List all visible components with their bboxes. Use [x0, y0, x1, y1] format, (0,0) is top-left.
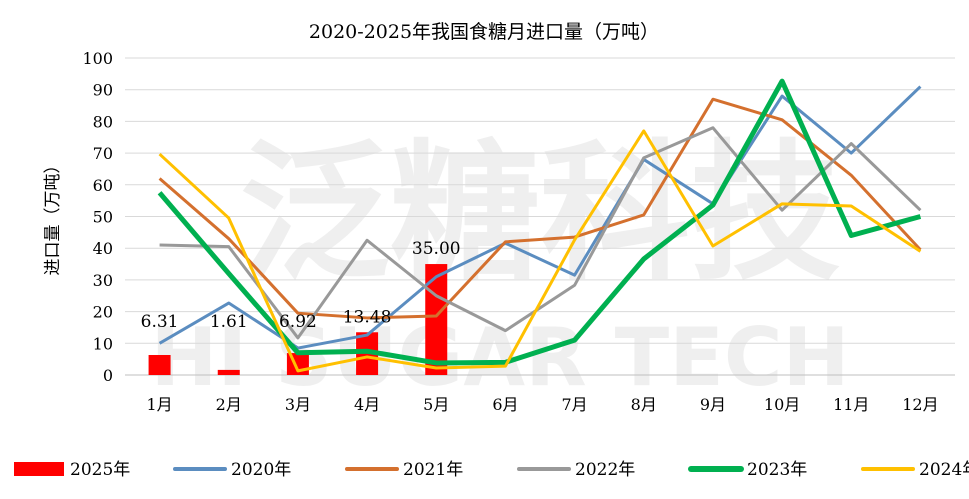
x-tick-label: 11月	[833, 395, 869, 414]
legend-swatch	[14, 462, 64, 476]
legend-label: 2022年	[575, 460, 635, 480]
legend-item: 2022年	[517, 460, 635, 480]
x-tick-label: 1月	[146, 395, 172, 414]
y-tick-label: 60	[93, 176, 113, 195]
bar	[148, 354, 171, 375]
watermark-en: HI SUGAR TECH	[150, 311, 849, 404]
legend-label: 2025年	[70, 460, 130, 480]
bar	[217, 369, 240, 375]
y-tick-label: 10	[93, 334, 113, 353]
legend: 2025年 2020年 2021年 2022年 2023年 2024年	[14, 460, 969, 480]
bar-data-label: 35.00	[412, 239, 461, 259]
y-tick-label: 20	[93, 303, 113, 322]
x-tick-label: 7月	[561, 395, 587, 414]
x-tick-label: 6月	[492, 395, 518, 414]
x-tick-label: 2月	[216, 395, 242, 414]
legend-label: 2021年	[403, 460, 463, 480]
legend-item: 2023年	[688, 460, 807, 480]
legend-label: 2024年	[919, 460, 969, 480]
legend-label: 2023年	[747, 460, 807, 480]
y-tick-label: 90	[93, 81, 113, 100]
bar-data-label: 6.31	[141, 312, 179, 332]
legend-label: 2020年	[231, 460, 291, 480]
series-line-2024年	[158, 129, 922, 373]
y-tick-label: 80	[93, 112, 113, 131]
y-tick-label: 100	[82, 49, 113, 68]
bar-data-label: 1.61	[210, 312, 248, 332]
legend-item: 2025年	[14, 460, 130, 480]
y-tick-label: 50	[93, 208, 113, 227]
y-tick-label: 70	[93, 144, 113, 163]
y-tick-label: 30	[93, 271, 113, 290]
x-tick-labels: 1月 2月 3月 4月 5月 6月 7月 8月 9月 10月 11月 12月	[146, 395, 938, 414]
bar-data-label: 6.92	[279, 312, 317, 332]
legend-item: 2021年	[345, 460, 463, 480]
y-tick-labels: 0 10 20 30 40 50 60 70 80 90 100	[82, 49, 113, 385]
bar-data-labels: 6.31 1.61 6.92 13.48 35.00	[141, 239, 461, 332]
x-tick-label: 10月	[764, 395, 800, 414]
x-tick-label: 8月	[631, 395, 657, 414]
bar-data-label: 13.48	[343, 307, 392, 327]
chart-title: 2020-2025年我国食糖月进口量（万吨）	[309, 21, 659, 43]
series-line-2023年	[157, 78, 922, 366]
y-tick-label: 40	[93, 239, 113, 258]
y-tick-label: 0	[103, 366, 113, 385]
watermark-cn: 泛糖科技	[240, 125, 840, 301]
legend-item: 2020年	[173, 460, 291, 480]
line-series	[157, 78, 922, 373]
x-tick-label: 5月	[423, 395, 449, 414]
y-axis-label: 进口量（万吨）	[43, 157, 63, 276]
series-line-2021年	[158, 97, 922, 320]
x-tick-label: 9月	[700, 395, 726, 414]
legend-item: 2024年	[861, 460, 969, 480]
series-line-2022年	[159, 126, 922, 340]
x-tick-label: 4月	[354, 395, 380, 414]
x-tick-label: 3月	[285, 395, 311, 414]
x-tick-label: 12月	[902, 395, 938, 414]
bar	[425, 264, 448, 375]
